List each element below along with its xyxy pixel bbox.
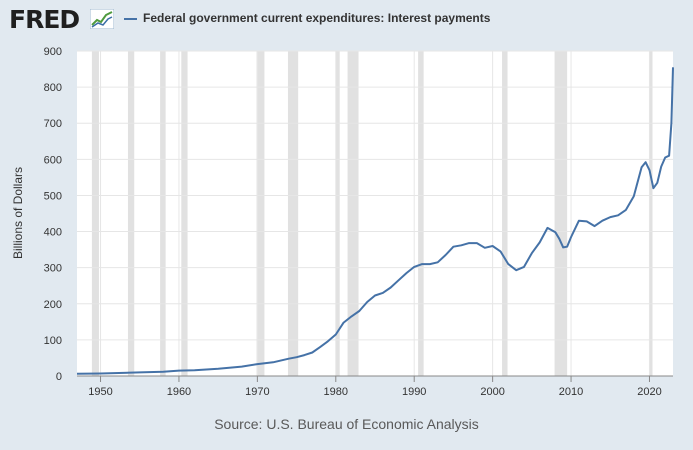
plot-area	[77, 51, 673, 376]
y-tick-label: 600	[44, 154, 62, 166]
source-note: Source: U.S. Bureau of Economic Analysis	[214, 416, 479, 432]
y-tick-label: 800	[44, 82, 62, 94]
gridlines	[77, 50, 673, 377]
recession-band	[335, 51, 340, 376]
x-tick-label: 1960	[167, 386, 191, 398]
recession-band	[418, 51, 424, 376]
recession-band	[287, 51, 299, 376]
recession-band	[256, 51, 265, 376]
recession-band	[502, 51, 508, 376]
x-tick-label: 1970	[245, 386, 269, 398]
y-tick-label: 900	[44, 46, 62, 58]
legend-label[interactable]: Federal government current expenditures:…	[143, 11, 491, 25]
recession-band	[160, 51, 166, 376]
y-tick-label: 0	[56, 371, 62, 383]
recession-band	[181, 51, 188, 376]
y-axis-ticks: 0 100 200 300 400 500 600 700 800 900	[44, 46, 62, 383]
fred-graph-icon	[90, 9, 114, 29]
y-tick-label: 200	[44, 299, 62, 311]
recession-band	[91, 51, 99, 376]
x-tick-label: 1980	[324, 386, 348, 398]
x-axis-ticks: 1950 1960 1970 1980 1990 2000 2010 2020	[77, 375, 673, 398]
x-tick-label: 2020	[637, 386, 661, 398]
recession-band	[554, 51, 568, 376]
x-tick-label: 2010	[559, 386, 583, 398]
legend-line-marker	[124, 18, 137, 20]
header: FRED Federal government current expendit…	[0, 0, 693, 40]
x-tick-label: 1990	[402, 386, 426, 398]
y-tick-label: 300	[44, 263, 62, 275]
fred-logo[interactable]: FRED	[9, 5, 80, 34]
y-tick-label: 700	[44, 118, 62, 130]
y-tick-label: 500	[44, 190, 62, 202]
series-line[interactable]	[76, 67, 674, 375]
x-tick-label: 2000	[480, 386, 504, 398]
y-tick-label: 400	[44, 227, 62, 239]
x-tick-label: 1950	[88, 386, 112, 398]
recession-band	[127, 51, 135, 376]
recession-band	[649, 51, 653, 376]
recession-bands	[91, 51, 653, 376]
y-axis-label: Billions of Dollars	[11, 167, 25, 259]
recession-band	[347, 51, 359, 376]
y-tick-label: 100	[44, 335, 62, 347]
